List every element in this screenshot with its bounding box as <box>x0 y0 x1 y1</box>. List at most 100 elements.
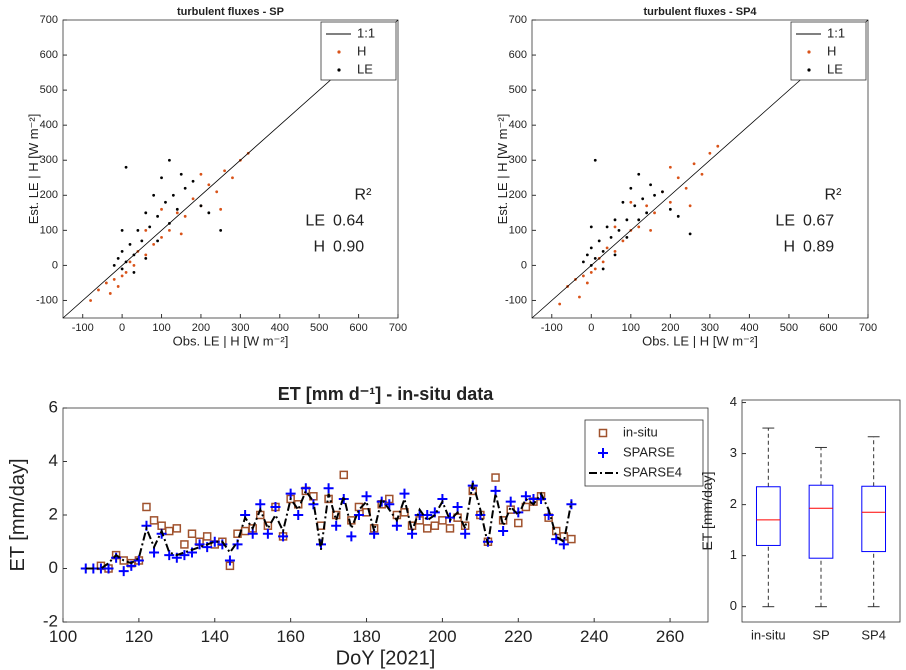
scatter-point <box>653 211 656 215</box>
square-marker <box>149 516 159 525</box>
square-marker <box>339 470 349 480</box>
x-tick-label: SP <box>812 627 829 642</box>
y-tick-label: 200 <box>40 189 58 201</box>
plus-marker <box>179 550 190 561</box>
y-tick-label: 4 <box>730 394 737 409</box>
x-tick-label: 700 <box>859 322 877 334</box>
x-tick-label: 500 <box>310 322 328 334</box>
scatter-point <box>617 228 621 232</box>
scatter-point <box>120 267 124 271</box>
square-marker <box>430 521 440 530</box>
legend-label: in-situ <box>623 424 658 439</box>
scatter-point <box>621 239 625 243</box>
scatter-point <box>645 211 649 215</box>
plus-marker <box>323 483 334 494</box>
y-tick-label: 0 <box>730 598 737 613</box>
x-tick-label: 300 <box>701 322 719 334</box>
scatter-point <box>199 172 203 176</box>
scatter-point <box>668 165 672 169</box>
y-tick-label: 1 <box>730 547 737 562</box>
scatter-point <box>676 176 680 180</box>
scatter-point <box>601 267 605 271</box>
scatter-point <box>207 211 211 215</box>
plus-marker <box>361 491 372 502</box>
x-tick-label: 700 <box>389 322 407 334</box>
scatter-point <box>558 302 562 306</box>
scatter-point <box>589 271 593 274</box>
plus-marker <box>133 555 144 566</box>
scatter-point <box>581 274 585 278</box>
scatter-point <box>128 260 132 264</box>
x-tick-label: 240 <box>580 627 608 646</box>
scatter-point <box>144 228 148 232</box>
scatter-point <box>668 207 672 211</box>
square-marker <box>514 518 523 528</box>
scatter-point <box>593 267 597 271</box>
x-tick-label: 180 <box>352 627 380 646</box>
y-tick-label: -2 <box>43 611 58 630</box>
box <box>861 485 887 553</box>
scatter-point <box>653 193 656 197</box>
scatter-point <box>601 249 605 253</box>
x-tick-label: 160 <box>276 627 304 646</box>
legend-label: 1:1 <box>827 25 845 40</box>
x-tick-label: 400 <box>740 322 758 334</box>
scatter-point <box>160 207 163 211</box>
stat-name: H <box>783 239 795 256</box>
stat-value: 0.67 <box>803 213 834 230</box>
scatter-point <box>585 253 589 257</box>
x-tick-label: 200 <box>428 627 456 646</box>
scatter-point <box>116 285 120 288</box>
y-tick-label: 700 <box>40 14 58 26</box>
chart-title: turbulent fluxes - SP4 <box>643 6 757 18</box>
scatter-point <box>124 271 128 274</box>
legend-label: H <box>357 43 366 58</box>
scatter-point <box>231 176 234 180</box>
scatter-point <box>120 228 124 232</box>
scatter-point <box>148 225 152 229</box>
scatter-point <box>692 162 696 166</box>
plus-marker <box>331 520 342 531</box>
plus-marker <box>293 510 304 520</box>
scatter-point <box>160 235 163 239</box>
y-tick-label: 0 <box>52 259 58 271</box>
legend-marker <box>337 50 341 54</box>
x-tick-label: 100 <box>49 627 77 646</box>
scatter-point <box>215 190 219 194</box>
r2-label: R² <box>825 187 843 204</box>
scatter-point <box>116 257 120 260</box>
y-tick-label: 2 <box>730 496 737 511</box>
stat-name: H <box>313 239 325 256</box>
scatter-point <box>120 274 124 278</box>
y-axis-label: Est. LE | H [W m⁻²] <box>495 114 510 225</box>
y-tick-label: -100 <box>505 294 527 306</box>
plus-marker <box>346 531 357 542</box>
y-tick-label: 500 <box>509 84 527 96</box>
scatter-point <box>688 204 692 208</box>
x-tick-label: 200 <box>192 322 210 334</box>
x-tick-label: 100 <box>622 322 640 334</box>
y-tick-label: 400 <box>509 119 527 131</box>
scatter-point <box>621 200 625 204</box>
scatter-point <box>637 218 641 222</box>
scatter-point <box>144 257 148 260</box>
scatter-point <box>613 249 617 253</box>
x-tick-label: -100 <box>541 322 563 334</box>
chart-title: turbulent fluxes - SP <box>177 6 284 18</box>
scatter-point <box>688 232 692 236</box>
scatter-point <box>625 235 629 239</box>
plus-marker <box>566 499 577 510</box>
legend-label: LE <box>357 61 373 76</box>
plus-marker <box>194 539 205 550</box>
square-marker <box>438 516 447 525</box>
legend-label: 1:1 <box>357 25 375 40</box>
scatter-point <box>661 190 664 194</box>
x-tick-label: -100 <box>72 322 94 334</box>
plus-marker <box>118 566 129 577</box>
scatter-point <box>593 257 597 260</box>
x-tick-label: 400 <box>271 322 289 334</box>
legend-box <box>320 21 397 81</box>
scatter-point <box>601 260 605 264</box>
scatter-point <box>625 218 629 222</box>
